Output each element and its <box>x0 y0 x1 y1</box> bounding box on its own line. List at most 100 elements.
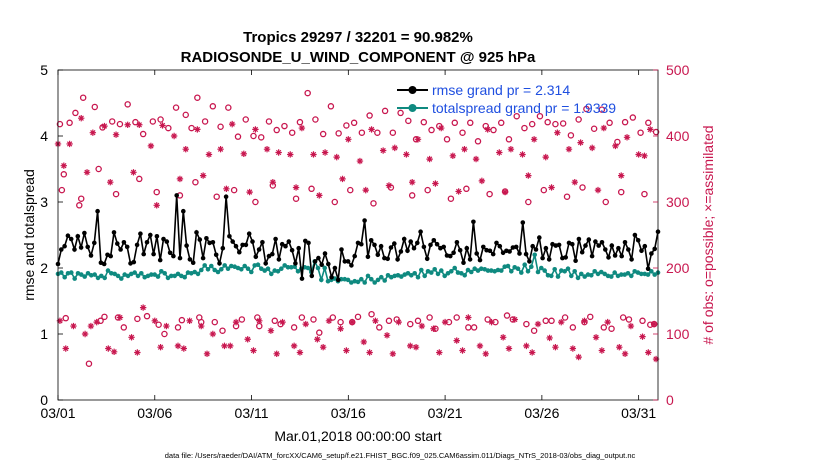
totalspread-point <box>599 269 604 275</box>
obs-assimilated-point <box>432 180 439 187</box>
obs-assimilated-point <box>101 122 108 130</box>
totalspread-point <box>479 266 484 272</box>
obs-possible-point <box>155 321 162 329</box>
obs-assimilated-point <box>379 147 387 154</box>
rmse-point <box>500 250 506 256</box>
rmse-point <box>622 240 628 245</box>
y-tick-label: 5 <box>40 62 48 78</box>
totalspread-point <box>322 265 328 271</box>
totalspread-point <box>612 270 617 275</box>
obs-possible-point <box>575 116 582 123</box>
rmse-point <box>174 193 179 198</box>
rmse-point <box>583 243 588 248</box>
rmse-point <box>359 241 364 247</box>
totalspread-point <box>435 271 441 277</box>
totalspread-point <box>259 266 264 272</box>
x-tick-label: 03/01 <box>40 405 75 421</box>
totalspread-point <box>639 271 644 277</box>
obs-possible-point <box>172 104 180 111</box>
obs-possible-point <box>343 122 350 129</box>
rmse-point <box>543 245 549 251</box>
obs-assimilated-point <box>319 344 327 351</box>
obs-assimilated-point <box>627 322 635 330</box>
totalspread-point <box>362 280 368 285</box>
obs-assimilated-point <box>107 179 114 186</box>
obs-assimilated-point <box>408 179 416 186</box>
obs-assimilated-point <box>232 318 240 326</box>
obs-assimilated-point <box>542 153 549 161</box>
obs-possible-point <box>337 318 344 326</box>
rmse-point <box>563 255 568 260</box>
totalspread-point <box>225 266 231 272</box>
obs-assimilated-point <box>478 177 486 185</box>
obs-possible-point <box>335 130 342 137</box>
obs-possible-point <box>536 112 544 120</box>
obs-assimilated-point <box>476 342 484 350</box>
obs-assimilated-point <box>298 124 306 132</box>
rmse-point <box>533 247 539 252</box>
obs-assimilated-point <box>130 169 137 176</box>
obs-assimilated-point <box>105 345 112 352</box>
obs-assimilated-point <box>337 325 344 332</box>
obs-possible-point <box>174 324 182 331</box>
obs-assimilated-point <box>70 322 77 330</box>
totalspread-point <box>592 269 597 274</box>
rmse-point <box>517 251 522 256</box>
obs-assimilated-point <box>163 322 170 330</box>
y-tick-label: 1 <box>40 326 48 342</box>
obs-possible-point <box>139 130 147 138</box>
obs-possible-point <box>368 310 375 318</box>
rmse-point <box>62 243 67 249</box>
rmse-point <box>190 260 196 266</box>
y-axis-left: 0 1 2 3 4 5 <box>40 62 63 408</box>
obs-assimilated-point <box>652 355 660 363</box>
totalspread-point <box>575 275 581 281</box>
obs-assimilated-point <box>383 332 391 339</box>
obs-possible-point <box>213 193 220 200</box>
rmse-point <box>540 255 545 261</box>
obs-assimilated-point <box>170 132 178 140</box>
rmse-point <box>649 251 654 256</box>
obs-possible-point <box>540 186 548 194</box>
obs-assimilated-point <box>594 186 602 194</box>
totalspread-point <box>405 271 411 276</box>
obs-possible-point <box>56 120 64 128</box>
rmse-point <box>527 259 532 264</box>
rmse-point <box>217 261 222 266</box>
obs-assimilated-point <box>325 317 333 324</box>
rmse-point <box>322 251 328 256</box>
obs-possible-point <box>116 120 124 128</box>
rmse-point <box>316 255 321 261</box>
y-right-tick-label: 400 <box>666 128 690 144</box>
obs-assimilated-point <box>116 314 124 321</box>
rmse-point <box>401 236 407 242</box>
rmse-point <box>523 251 529 257</box>
totalspread-point <box>459 271 464 276</box>
x-tick-label: 03/11 <box>235 405 269 421</box>
totalspread-point <box>295 269 301 274</box>
totalspread-point <box>535 269 541 275</box>
obs-possible-point <box>182 111 189 119</box>
obs-assimilated-point <box>459 347 466 354</box>
obs-assimilated-point <box>159 122 166 129</box>
obs-possible-point <box>298 314 306 321</box>
rmse-point <box>603 247 608 252</box>
obs-assimilated-point <box>339 175 346 183</box>
x-tick-label: 03/31 <box>621 405 656 421</box>
obs-assimilated-point <box>548 184 555 191</box>
obs-assimilated-point <box>360 338 368 346</box>
obs-assimilated-point <box>639 333 646 340</box>
rmse-point <box>144 240 150 245</box>
rmse-point <box>230 239 235 244</box>
rmse-point <box>342 259 348 264</box>
obs-possible-point <box>587 313 594 321</box>
obs-assimilated-point <box>345 136 352 143</box>
totalspread-point <box>355 279 361 285</box>
rmse-point <box>339 247 344 252</box>
obs-possible-point <box>490 126 497 134</box>
obs-assimilated-point <box>616 344 623 351</box>
rmse-point <box>276 257 282 262</box>
x-axis-label: Mar.01,2018 00:00:00 start <box>274 428 441 444</box>
obs-assimilated-point <box>147 142 155 150</box>
totalspread-point <box>105 268 111 273</box>
